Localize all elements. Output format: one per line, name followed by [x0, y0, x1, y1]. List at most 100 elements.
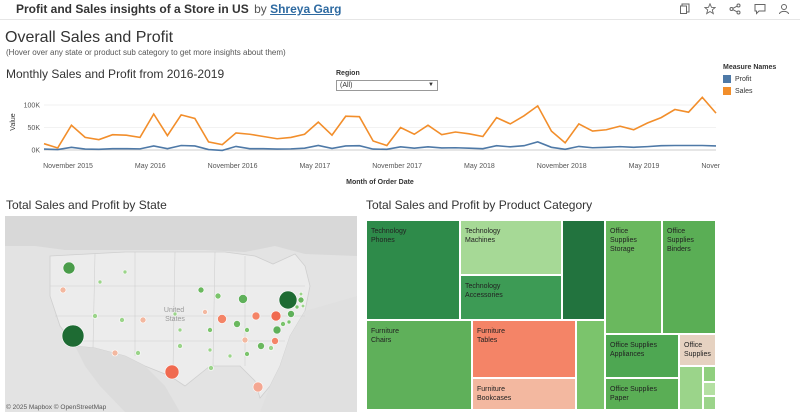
series-line-profit[interactable] [43, 141, 717, 152]
state-map[interactable]: United States [5, 216, 357, 412]
series-line-sales[interactable] [43, 96, 717, 149]
product-treemap[interactable]: Technology Phones Technology Machines Techno… [366, 220, 716, 410]
map-point-nebraska[interactable] [172, 311, 178, 317]
map-point-oregon[interactable] [59, 286, 67, 294]
copy-icon[interactable] [678, 2, 692, 16]
title-text: Profit and Sales insights of a Store in … [16, 2, 249, 16]
treemap-cell[interactable] [576, 320, 605, 410]
map-point-rhode-island[interactable] [300, 303, 306, 309]
map-point-tennessee[interactable] [241, 336, 249, 344]
treemap-cell-label: Storage [610, 246, 635, 253]
map-point-michigan[interactable] [238, 294, 248, 304]
treemap-cell-label: Bookcases [477, 395, 512, 402]
map-point-alabama[interactable] [244, 351, 250, 357]
legend-item-sales[interactable]: Sales [723, 87, 753, 95]
map-point-mississippi[interactable] [227, 353, 233, 359]
map-point-pennsylvania[interactable] [270, 310, 282, 322]
treemap-cell[interactable] [703, 396, 716, 410]
person-icon[interactable] [777, 2, 791, 16]
map-point-california[interactable] [61, 324, 85, 348]
map-country-label-line-1: United [164, 307, 184, 314]
map-point-montana[interactable] [122, 269, 128, 275]
map-point-delaware[interactable] [286, 319, 292, 325]
line-chart-x-label: Month of Order Date [346, 179, 414, 186]
treemap-cell-label: Technology [371, 228, 407, 235]
map-point-missouri[interactable] [207, 327, 213, 333]
x-tick-label: May 2017 [299, 163, 330, 170]
treemap-cell[interactable]: Office Supplies Paper [605, 378, 679, 410]
treemap-cell-label: Office Supplies [610, 342, 657, 349]
legend-item-profit[interactable]: Profit [723, 75, 751, 83]
treemap-cell-label: Phones [371, 237, 395, 244]
map-point-texas[interactable] [164, 364, 180, 380]
map-point-new-hampshire[interactable] [298, 291, 304, 297]
treemap-cell[interactable]: Furniture Tables [472, 320, 576, 378]
treemap-cell[interactable] [703, 366, 716, 382]
map-point-iowa[interactable] [202, 309, 208, 315]
map-point-arizona[interactable] [111, 349, 119, 357]
author-link[interactable]: Shreya Garg [270, 2, 342, 16]
map-point-new-jersey[interactable] [287, 310, 295, 318]
map-point-florida[interactable] [252, 381, 264, 393]
map-point-utah[interactable] [119, 317, 125, 323]
map-point-kentucky[interactable] [244, 327, 250, 333]
treemap-cell[interactable]: Office Supplies [679, 334, 716, 366]
treemap-cell[interactable]: Office Supplies Appliances [605, 334, 679, 378]
map-point-kansas[interactable] [177, 327, 183, 333]
map-point-north-carolina[interactable] [271, 337, 279, 345]
region-filter-value: (All) [340, 82, 353, 89]
map-point-ohio[interactable] [251, 311, 261, 321]
map-point-virginia[interactable] [272, 325, 282, 335]
map-point-indiana[interactable] [233, 320, 241, 328]
map-point-idaho[interactable] [97, 279, 103, 285]
line-chart-y-ticks: 0K 50K 100K [24, 103, 41, 155]
page-heading: Overall Sales and Profit [5, 29, 174, 46]
map-point-maryland[interactable] [280, 321, 286, 327]
map-point-connecticut[interactable] [294, 304, 300, 310]
treemap-cell[interactable] [703, 382, 716, 396]
region-filter-select[interactable]: (All) ▼ [336, 80, 438, 91]
x-tick-label: November 2016 [208, 163, 258, 170]
map-point-arkansas[interactable] [207, 347, 213, 353]
map-country-label: United States [164, 307, 186, 323]
map-point-wisconsin[interactable] [214, 292, 222, 300]
treemap-cell[interactable]: Furniture Chairs [366, 320, 472, 410]
map-point-new-york[interactable] [278, 290, 298, 310]
x-tick-label: November 2019 [701, 163, 720, 170]
share-icon[interactable] [728, 2, 742, 16]
treemap-cell[interactable]: Technology Accessories [460, 275, 562, 320]
map-point-illinois[interactable] [217, 314, 227, 324]
treemap-cell-label: Office [684, 342, 703, 349]
ocean-east [260, 296, 357, 412]
map-point-nevada[interactable] [92, 313, 98, 319]
map-points[interactable] [59, 261, 306, 393]
treemap-cell[interactable]: Technology Machines [460, 220, 562, 275]
treemap-cell-label: Binders [667, 246, 691, 253]
map-point-colorado[interactable] [139, 316, 147, 324]
map-point-massachusetts[interactable] [297, 296, 305, 304]
treemap-cell-label: Supplies [684, 351, 711, 358]
map-point-south-carolina[interactable] [268, 345, 274, 351]
map-point-new-mexico[interactable] [135, 350, 141, 356]
treemap-cell[interactable] [562, 220, 605, 320]
map-point-georgia[interactable] [257, 342, 265, 350]
treemap-cell[interactable]: Technology Phones [366, 220, 460, 320]
map-point-minnesota[interactable] [197, 286, 205, 294]
treemap-cell[interactable]: Office Supplies Storage [605, 220, 662, 334]
map-point-washington[interactable] [62, 261, 76, 275]
line-chart-y-label: Value [10, 113, 17, 130]
mexico-landmass [75, 346, 180, 412]
star-icon[interactable] [703, 2, 717, 16]
treemap-cell[interactable] [679, 366, 703, 410]
x-tick-label: May 2019 [629, 163, 660, 170]
treemap-cell-label: Tables [477, 337, 498, 344]
map-point-oklahoma[interactable] [177, 343, 183, 349]
comment-icon[interactable] [753, 2, 767, 16]
treemap-cell-label: Technology [465, 228, 501, 235]
treemap-cell[interactable]: Furniture Bookcases [472, 378, 576, 410]
treemap-cell[interactable]: Office Supplies Binders [662, 220, 716, 334]
map-point-louisiana[interactable] [208, 365, 214, 371]
state-map-canvas: United States [5, 216, 357, 412]
usa-landmass [49, 251, 311, 399]
